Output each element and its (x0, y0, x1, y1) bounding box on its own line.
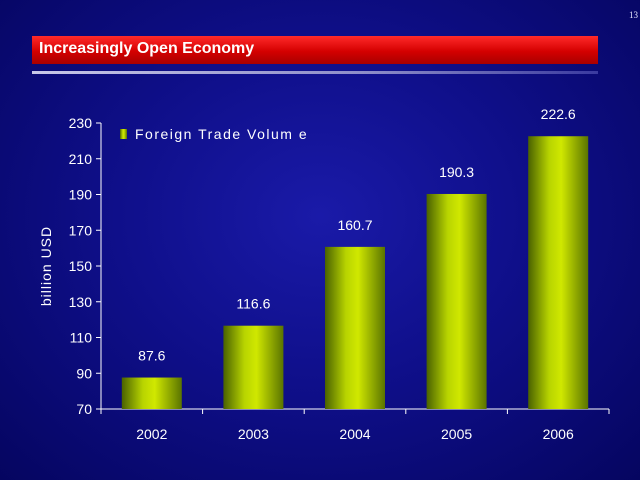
bar-2005 (426, 193, 487, 409)
y-tick-label: 190 (69, 187, 93, 203)
x-tick-label-2005: 2005 (441, 426, 472, 442)
legend-label: Foreign Trade Volum e (135, 126, 308, 142)
bar-2004 (325, 246, 385, 409)
title-underline (32, 71, 598, 74)
data-label-2002: 87.6 (138, 348, 165, 364)
y-tick-label: 90 (76, 365, 92, 381)
y-tick-label: 150 (69, 258, 93, 274)
legend-swatch (120, 129, 127, 139)
page-number: 13 (629, 10, 638, 20)
y-tick-label: 70 (76, 401, 92, 417)
data-label-2006: 222.6 (541, 106, 576, 122)
data-label-2005: 190.3 (439, 164, 474, 180)
bar-2003 (223, 325, 284, 409)
slide-title: Increasingly Open Economy (39, 40, 255, 57)
y-tick-label: 110 (70, 330, 93, 346)
x-tick-label-2004: 2004 (339, 426, 370, 442)
bar-2006 (528, 136, 589, 410)
data-label-2004: 160.7 (337, 217, 372, 233)
y-axis-label: billion USD (38, 226, 54, 306)
x-tick-label-2006: 2006 (543, 426, 574, 442)
slide-title-bar: Increasingly Open Economy (32, 36, 598, 64)
y-tick-label: 210 (69, 151, 93, 167)
data-label-2003: 116.6 (236, 296, 270, 312)
x-tick-label-2003: 2003 (238, 426, 269, 442)
x-tick-label-2002: 2002 (136, 426, 167, 442)
y-tick-label: 130 (69, 294, 93, 310)
y-tick-label: 230 (69, 115, 93, 131)
bar-2002 (121, 377, 182, 409)
y-tick-label: 170 (69, 222, 93, 238)
